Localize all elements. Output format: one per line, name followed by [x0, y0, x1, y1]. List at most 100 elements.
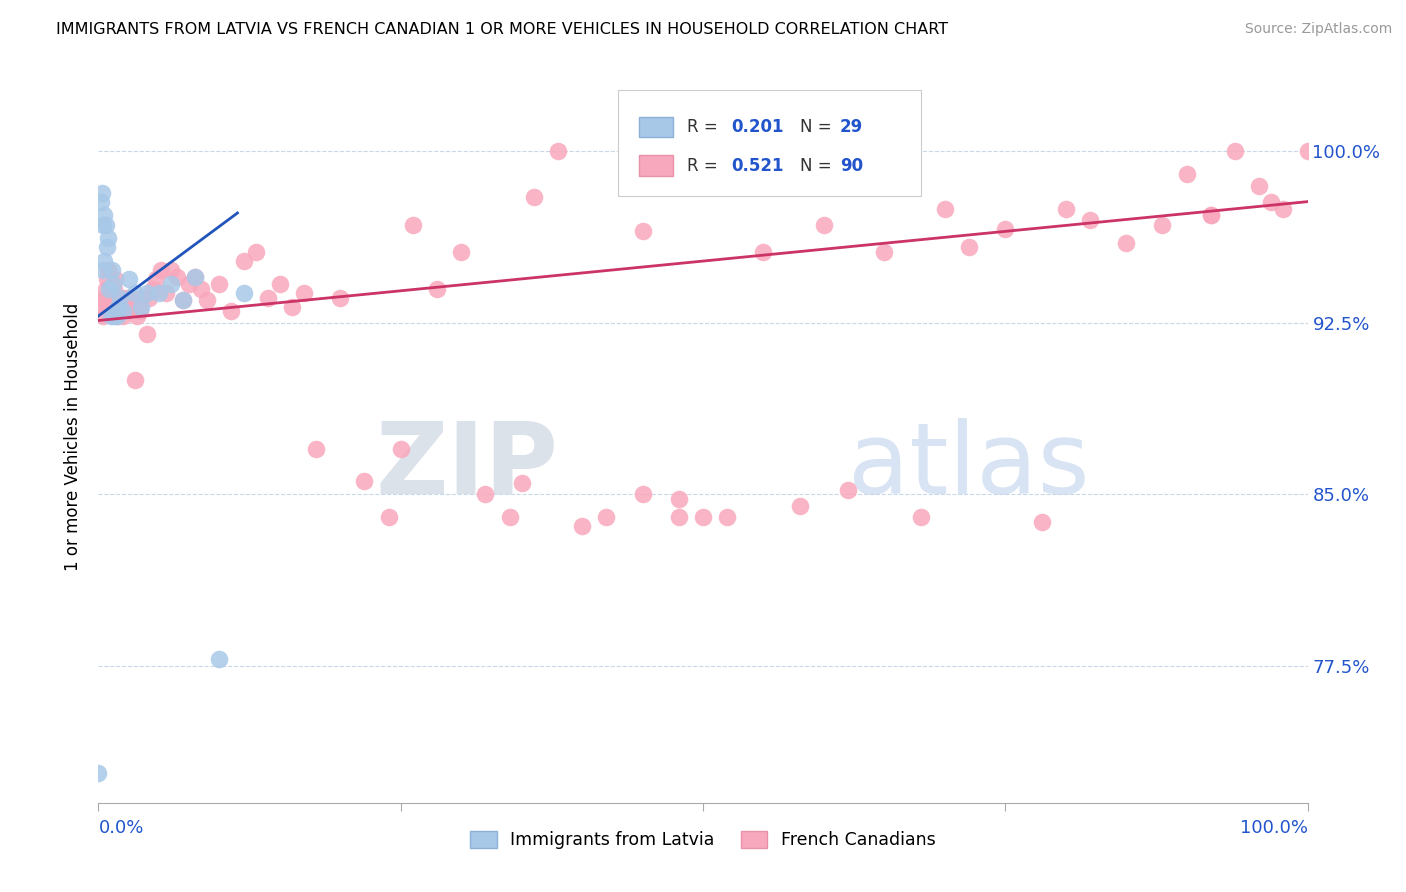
Text: 0.0%: 0.0%	[98, 819, 143, 837]
Text: IMMIGRANTS FROM LATVIA VS FRENCH CANADIAN 1 OR MORE VEHICLES IN HOUSEHOLD CORREL: IMMIGRANTS FROM LATVIA VS FRENCH CANADIA…	[56, 22, 949, 37]
Point	[571, 519, 593, 533]
Point	[172, 293, 194, 307]
Point	[190, 281, 212, 295]
Text: 29: 29	[839, 118, 863, 136]
Legend: Immigrants from Latvia, French Canadians: Immigrants from Latvia, French Canadians	[464, 823, 942, 856]
Point	[117, 300, 139, 314]
Text: Source: ZipAtlas.com: Source: ZipAtlas.com	[1244, 22, 1392, 37]
Text: N =: N =	[800, 157, 837, 175]
Point	[96, 272, 118, 286]
Point	[179, 277, 201, 291]
Point	[101, 291, 124, 305]
Point	[124, 286, 146, 301]
Point	[91, 218, 114, 232]
Point	[547, 145, 569, 159]
Point	[118, 272, 141, 286]
Point	[138, 291, 160, 305]
Point	[166, 270, 188, 285]
Text: R =: R =	[688, 118, 723, 136]
Point	[692, 510, 714, 524]
Point	[90, 293, 112, 307]
Point	[94, 281, 117, 295]
Point	[1249, 178, 1271, 193]
Point	[155, 286, 177, 301]
Point	[150, 263, 173, 277]
Point	[1199, 208, 1222, 222]
Point	[100, 304, 122, 318]
Point	[135, 327, 157, 342]
Point	[98, 291, 121, 305]
Point	[450, 244, 472, 259]
Point	[1031, 515, 1053, 529]
Point	[994, 222, 1017, 236]
Point	[377, 510, 399, 524]
Point	[91, 309, 114, 323]
Point	[101, 277, 124, 291]
Text: 0.201: 0.201	[731, 118, 783, 136]
Text: R =: R =	[688, 157, 723, 175]
Point	[160, 277, 183, 291]
Point	[474, 487, 496, 501]
Point	[1223, 145, 1246, 159]
Point	[128, 304, 150, 318]
Point	[716, 510, 738, 524]
Point	[96, 240, 118, 254]
Point	[1115, 235, 1137, 250]
Point	[873, 244, 896, 259]
Text: 90: 90	[839, 157, 863, 175]
Point	[1054, 202, 1077, 216]
Point	[498, 510, 520, 524]
Point	[94, 218, 117, 232]
Point	[148, 286, 170, 301]
Point	[389, 442, 412, 456]
Point	[1272, 202, 1295, 216]
Point	[93, 291, 115, 305]
Point	[305, 442, 328, 456]
Point	[124, 373, 146, 387]
Bar	[638, 117, 673, 137]
Point	[111, 304, 134, 318]
Point	[910, 510, 932, 524]
Text: 100.0%: 100.0%	[1240, 819, 1308, 837]
Point	[269, 277, 291, 291]
Point	[129, 300, 152, 314]
Point	[668, 491, 690, 506]
Point	[91, 300, 114, 314]
Point	[100, 263, 122, 277]
Text: ZIP: ZIP	[375, 417, 558, 515]
Point	[232, 286, 254, 301]
Point	[281, 300, 304, 314]
Point	[184, 270, 207, 285]
Point	[195, 293, 218, 307]
Point	[292, 286, 315, 301]
Point	[1175, 167, 1198, 181]
Point	[105, 309, 128, 323]
Point	[93, 208, 115, 222]
Point	[118, 291, 141, 305]
Point	[934, 202, 956, 216]
Point	[91, 186, 114, 200]
Point	[103, 309, 125, 323]
Point	[1199, 208, 1222, 222]
Text: N =: N =	[800, 118, 837, 136]
Point	[329, 291, 352, 305]
Point	[402, 218, 425, 232]
Point	[208, 277, 231, 291]
Point	[127, 309, 149, 323]
Point	[105, 309, 128, 323]
Point	[245, 244, 267, 259]
Point	[752, 244, 775, 259]
Point	[93, 254, 115, 268]
Point	[631, 487, 654, 501]
Point	[87, 766, 110, 780]
Point	[131, 291, 153, 305]
Point	[353, 474, 375, 488]
Point	[1078, 213, 1101, 227]
Point	[97, 231, 120, 245]
Point	[837, 483, 859, 497]
Point	[108, 304, 131, 318]
Point	[142, 281, 165, 295]
Point	[100, 309, 122, 323]
Point	[114, 291, 136, 305]
Point	[107, 300, 129, 314]
